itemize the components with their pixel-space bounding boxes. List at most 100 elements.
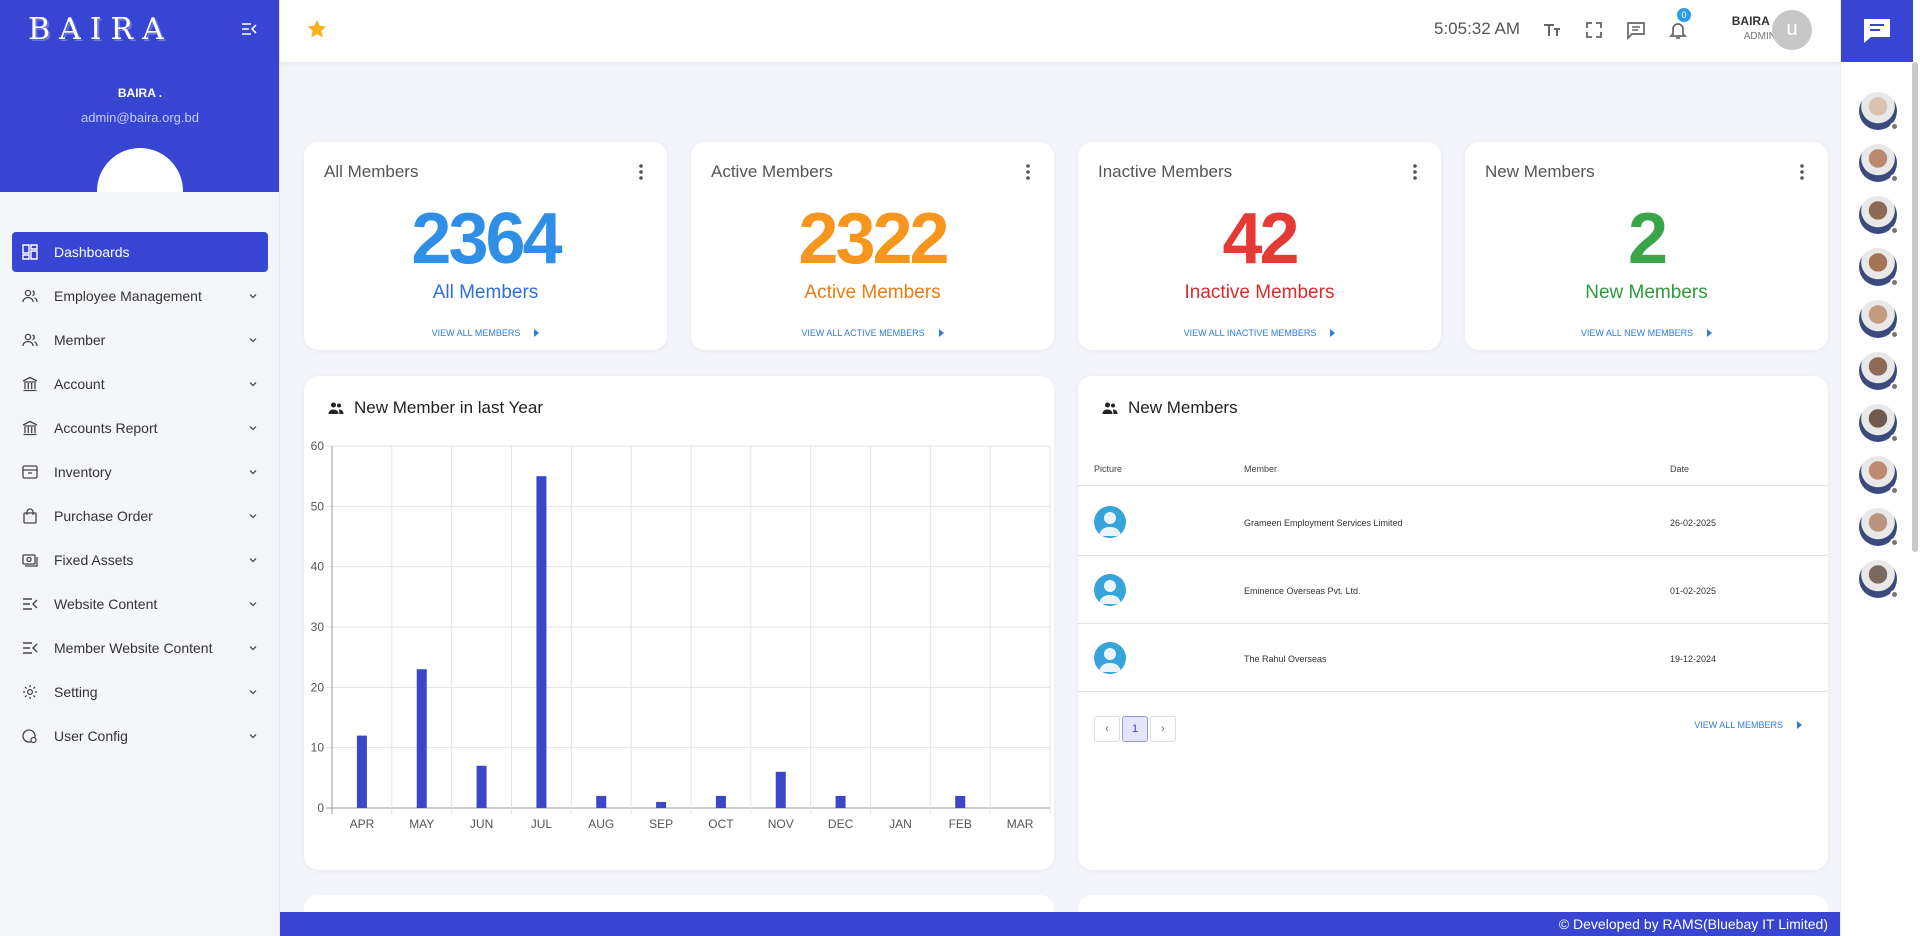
sidebar-item-fixed-assets[interactable]: Fixed Assets bbox=[12, 540, 268, 580]
sidebar-avatar[interactable] bbox=[97, 148, 183, 192]
status-dot bbox=[1890, 122, 1899, 131]
new-members-panel: New Members Picture Member Date Grameen … bbox=[1078, 376, 1828, 870]
stat-title: Inactive Members bbox=[1098, 162, 1233, 181]
member-avatar bbox=[1094, 506, 1126, 538]
member-avatar bbox=[1094, 642, 1126, 674]
x-tick-label: FEB bbox=[949, 817, 972, 831]
sidebar-item-purchase-order[interactable]: Purchase Order bbox=[12, 496, 268, 536]
status-dot bbox=[1890, 486, 1899, 495]
chat-toggle-button[interactable] bbox=[1841, 0, 1913, 62]
fullscreen-icon[interactable] bbox=[1584, 20, 1604, 40]
sidebar-item-member-website-content[interactable]: Member Website Content bbox=[12, 628, 268, 668]
y-tick-label: 30 bbox=[311, 620, 325, 634]
sidebar-user-name: BAIRA . bbox=[117, 86, 163, 100]
sidebar-item-dashboards[interactable]: Dashboards bbox=[12, 232, 268, 272]
contact-avatar[interactable] bbox=[1859, 196, 1899, 235]
sidebar-item-employee-management[interactable]: Employee Management bbox=[12, 276, 268, 316]
table-header: Picture Member Date bbox=[1078, 456, 1828, 486]
sidebar-item-account[interactable]: Account bbox=[12, 364, 268, 404]
dashboard-icon bbox=[22, 244, 38, 260]
sidebar-item-accounts-report[interactable]: Accounts Report bbox=[12, 408, 268, 448]
more-vert-icon[interactable] bbox=[1026, 164, 1030, 180]
contact-avatar[interactable] bbox=[1859, 300, 1899, 339]
bar bbox=[955, 795, 966, 808]
sidebar-item-inventory[interactable]: Inventory bbox=[12, 452, 268, 492]
contact-avatar[interactable] bbox=[1859, 248, 1899, 287]
bar bbox=[775, 771, 786, 808]
sidebar-item-website-content[interactable]: Website Content bbox=[12, 584, 268, 624]
sidebar-user-email: admin@baira.org.bd bbox=[81, 110, 199, 125]
contact-avatar[interactable] bbox=[1859, 352, 1899, 391]
menu-collapse-icon bbox=[23, 598, 38, 610]
y-tick-label: 60 bbox=[311, 439, 325, 453]
more-vert-icon[interactable] bbox=[1413, 164, 1417, 180]
sidebar-item-label: Fixed Assets bbox=[54, 552, 134, 568]
contact-avatar[interactable] bbox=[1859, 508, 1899, 547]
y-tick-label: 10 bbox=[311, 741, 325, 755]
view-all-new-members-link[interactable]: VIEW ALL NEW MEMBERS bbox=[1465, 328, 1828, 338]
contact-avatar[interactable] bbox=[1859, 404, 1899, 443]
x-tick-label: JUL bbox=[531, 817, 553, 831]
avatar[interactable]: u bbox=[1772, 10, 1812, 50]
member-name: Eminence Overseas Pvt. Ltd. bbox=[1244, 586, 1361, 596]
bar bbox=[596, 795, 607, 808]
sidebar-item-label: User Config bbox=[54, 728, 128, 744]
bell-icon[interactable] bbox=[1668, 20, 1688, 40]
notification-badge: 0 bbox=[1677, 8, 1691, 22]
column-header-picture[interactable]: Picture bbox=[1094, 464, 1123, 474]
view-all-inactive-members-link[interactable]: VIEW ALL INACTIVE MEMBERS bbox=[1078, 328, 1441, 338]
view-all-members-link[interactable]: VIEW ALL MEMBERS bbox=[304, 328, 667, 338]
status-dot bbox=[1890, 174, 1899, 183]
topbar-user[interactable]: BAIRA . ADMIN bbox=[1720, 14, 1776, 42]
message-icon[interactable] bbox=[1626, 20, 1646, 40]
member-date: 26-02-2025 bbox=[1670, 518, 1717, 528]
contact-avatar[interactable] bbox=[1859, 92, 1899, 131]
stat-link-text: VIEW ALL MEMBERS bbox=[431, 328, 521, 338]
inventory-icon bbox=[22, 465, 38, 479]
member-name: Grameen Employment Services Limited bbox=[1244, 518, 1403, 528]
x-tick-label: OCT bbox=[708, 817, 734, 831]
sidebar-item-label: Member bbox=[54, 332, 106, 348]
chevron-down-icon bbox=[249, 646, 257, 651]
more-vert-icon[interactable] bbox=[1800, 164, 1804, 180]
view-all-active-members-link[interactable]: VIEW ALL ACTIVE MEMBERS bbox=[691, 328, 1054, 338]
sidebar-item-user-config[interactable]: User Config bbox=[12, 716, 268, 756]
stat-value: 2 bbox=[1627, 199, 1668, 279]
contact-avatar[interactable] bbox=[1859, 560, 1899, 599]
text-size-icon[interactable] bbox=[1542, 20, 1562, 40]
status-dot bbox=[1890, 590, 1899, 599]
member-avatar bbox=[1094, 574, 1126, 606]
cash-icon bbox=[22, 554, 38, 567]
table-row[interactable]: The Rahul Overseas 19-12-2024 bbox=[1078, 624, 1828, 692]
prev-page-button[interactable]: ‹ bbox=[1094, 716, 1120, 742]
contact-avatar[interactable] bbox=[1859, 456, 1899, 495]
page-button[interactable]: 1 bbox=[1122, 716, 1148, 742]
y-tick-label: 20 bbox=[311, 680, 325, 694]
table-row[interactable]: Grameen Employment Services Limited 26-0… bbox=[1078, 488, 1828, 556]
topbar-user-name: BAIRA . bbox=[1731, 14, 1776, 28]
more-vert-icon[interactable] bbox=[639, 164, 643, 180]
topbar: 5:05:32 AM 0 BAIRA . ADMIN u bbox=[280, 0, 1840, 62]
view-all-members-link[interactable]: VIEW ALL MEMBERS bbox=[1694, 720, 1802, 730]
brand-logo[interactable]: BAIRA bbox=[28, 12, 173, 47]
caret-right-icon bbox=[534, 329, 540, 337]
column-header-member[interactable]: Member bbox=[1244, 464, 1278, 474]
sidebar-item-setting[interactable]: Setting bbox=[12, 672, 268, 712]
footer-text: Developed by RAMS(Bluebay IT Limited) bbox=[1573, 916, 1828, 932]
x-tick-label: MAY bbox=[409, 817, 434, 831]
next-page-button[interactable]: › bbox=[1150, 716, 1176, 742]
y-tick-label: 50 bbox=[311, 499, 325, 513]
contact-avatar[interactable] bbox=[1859, 144, 1899, 183]
x-tick-label: AUG bbox=[588, 817, 614, 831]
clock: 5:05:32 AM bbox=[1434, 19, 1521, 38]
x-tick-label: JUN bbox=[470, 817, 493, 831]
menu-collapse-icon[interactable] bbox=[240, 20, 258, 38]
stat-subtitle: Inactive Members bbox=[1184, 282, 1335, 303]
star-icon[interactable] bbox=[306, 18, 328, 40]
column-header-date[interactable]: Date bbox=[1670, 464, 1690, 474]
table-row[interactable]: Eminence Overseas Pvt. Ltd. 01-02-2025 bbox=[1078, 556, 1828, 624]
sidebar-item-label: Member Website Content bbox=[54, 640, 213, 656]
chat-panel-scrollbar[interactable] bbox=[1912, 62, 1918, 552]
sidebar-item-member[interactable]: Member bbox=[12, 320, 268, 360]
y-tick-label: 40 bbox=[311, 560, 325, 574]
